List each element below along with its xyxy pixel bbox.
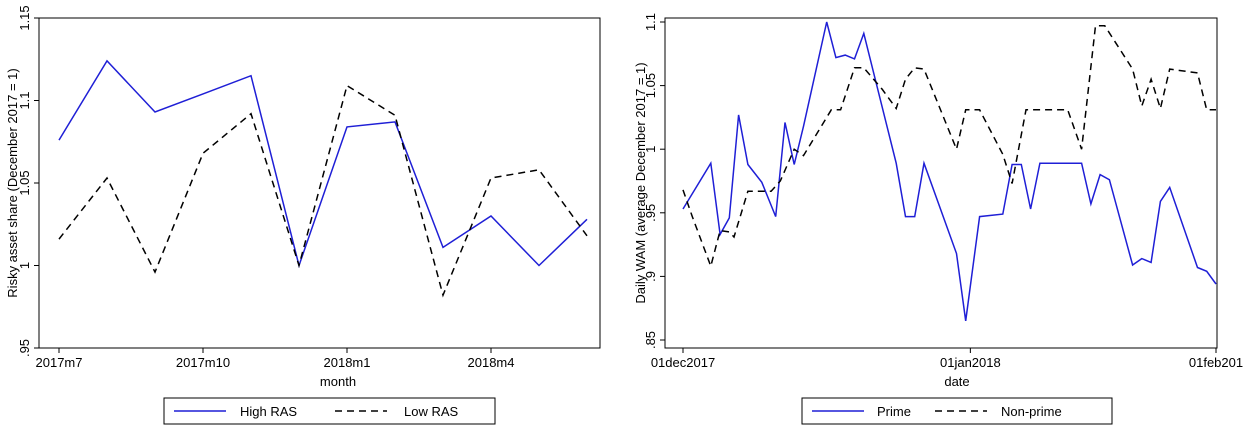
x-tick-label: 2018m1 (324, 355, 371, 370)
y-tick-label: 1 (643, 146, 658, 153)
y-tick-label: 1.1 (643, 13, 658, 31)
x-axis-ticks: 2017m7 2017m10 2018m1 2018m4 (36, 348, 515, 370)
y-tick-label: 1.05 (17, 170, 32, 195)
y-tick-label: 1 (17, 262, 32, 269)
daily-wam-chart: .85 .9 .95 1 1.05 1.1 01dec2017 01jan2018 01feb… (633, 13, 1243, 425)
risky-asset-share-chart: .95 1 1.05 1.1 1.15 2017m7 2017m10 2018m1 2018m… (5, 5, 601, 425)
series-lines (58, 59, 588, 298)
y-tick-label: .95 (643, 204, 658, 222)
y-axis-ticks: .95 1 1.05 1.1 1.15 (17, 5, 39, 357)
plot-area (664, 17, 1218, 349)
legend-label-low-ras: Low RAS (404, 404, 459, 419)
y-tick-label: 1.15 (17, 5, 32, 30)
plot-area (38, 17, 601, 349)
y-axis-label: Daily WAM (average December 2017 = 1) (633, 62, 648, 303)
y-tick-label: 1.05 (643, 73, 658, 98)
y-axis-label: Risky asset share (December 2017 = 1) (5, 68, 20, 297)
y-axis-ticks: .85 .9 .95 1 1.05 1.1 (643, 13, 665, 349)
y-tick-label: 1.1 (17, 91, 32, 109)
x-axis-label: date (944, 374, 969, 389)
y-tick-label: .9 (643, 271, 658, 282)
series-lines (682, 21, 1217, 322)
x-tick-label: 01feb201 (1189, 355, 1243, 370)
x-tick-label: 2017m10 (176, 355, 230, 370)
x-tick-label: 01jan2018 (940, 355, 1001, 370)
x-tick-label: 2018m4 (468, 355, 515, 370)
y-tick-label: .95 (17, 339, 32, 357)
series-line-prime (682, 21, 1217, 322)
x-axis-label: month (320, 374, 356, 389)
x-tick-label: 2017m7 (36, 355, 83, 370)
legend-label-non-prime: Non-prime (1001, 404, 1062, 419)
legend: Prime Non-prime (801, 397, 1113, 425)
series-line-low-ras (58, 84, 588, 298)
x-tick-label: 01dec2017 (651, 355, 715, 370)
legend-label-high-ras: High RAS (240, 404, 297, 419)
legend: High RAS Low RAS (163, 397, 496, 425)
legend-label-prime: Prime (877, 404, 911, 419)
x-axis-ticks: 01dec2017 01jan2018 01feb201 (651, 348, 1243, 370)
y-tick-label: .85 (643, 331, 658, 349)
series-line-high-ras (58, 59, 588, 269)
